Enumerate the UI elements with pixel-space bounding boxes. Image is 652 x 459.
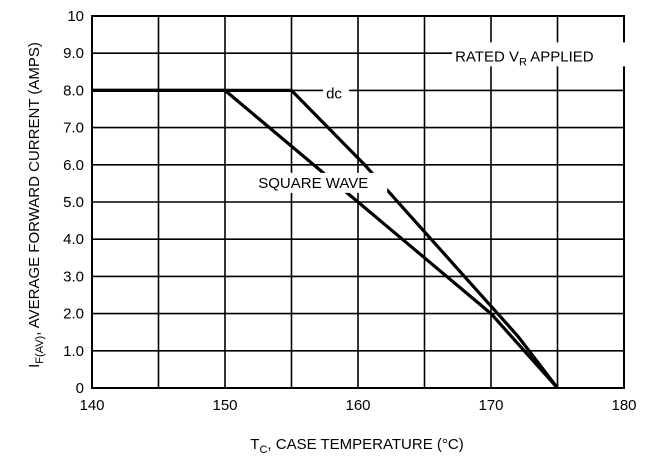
y-tick-label: 2.0 bbox=[63, 306, 84, 323]
plot-frame bbox=[91, 15, 625, 389]
y-tick-label: 10 bbox=[67, 8, 84, 25]
series-line-square-wave bbox=[92, 88, 559, 390]
y-tick-label: 3.0 bbox=[63, 268, 84, 285]
x-tick-label: 160 bbox=[345, 397, 370, 414]
y-tick-label: 4.0 bbox=[63, 231, 84, 248]
x-tick-label: 170 bbox=[478, 397, 503, 414]
x-tick-label: 180 bbox=[611, 397, 636, 414]
annotation-background bbox=[452, 42, 633, 67]
y-tick-label: 7.0 bbox=[63, 120, 84, 137]
annotation-label: RATED VR APPLIED bbox=[455, 48, 594, 68]
x-tick-label: 140 bbox=[79, 397, 104, 414]
y-tick-label: 8.0 bbox=[63, 82, 84, 99]
tick-labels: 0 1.0 2.0 3.0 4.0 5.0 6.0 7.0 8.0 9.0 10 140 150 160 1… bbox=[63, 8, 636, 414]
y-axis-title: IF(AV), AVERAGE FORWARD CURRENT (AMPS) bbox=[26, 42, 46, 368]
y-tick-label: 5.0 bbox=[63, 194, 84, 211]
series-line-dc bbox=[92, 88, 559, 389]
annotation-label: dc bbox=[326, 86, 342, 103]
x-tick-label: 150 bbox=[212, 397, 237, 414]
series-layer bbox=[92, 88, 559, 390]
y-tick-label: 6.0 bbox=[63, 157, 84, 174]
annotation-label: SQUARE WAVE bbox=[258, 175, 368, 192]
x-axis-title: TC, CASE TEMPERATURE (°C) bbox=[250, 436, 463, 456]
annotation-background bbox=[323, 83, 350, 104]
y-tick-label: 0 bbox=[76, 380, 84, 397]
y-tick-label: 1.0 bbox=[63, 343, 84, 360]
annotation-background bbox=[255, 172, 388, 193]
annotations: dc SQUARE WAVE RATED VR APPLIED bbox=[255, 42, 633, 193]
y-tick-label: 9.0 bbox=[63, 45, 84, 62]
